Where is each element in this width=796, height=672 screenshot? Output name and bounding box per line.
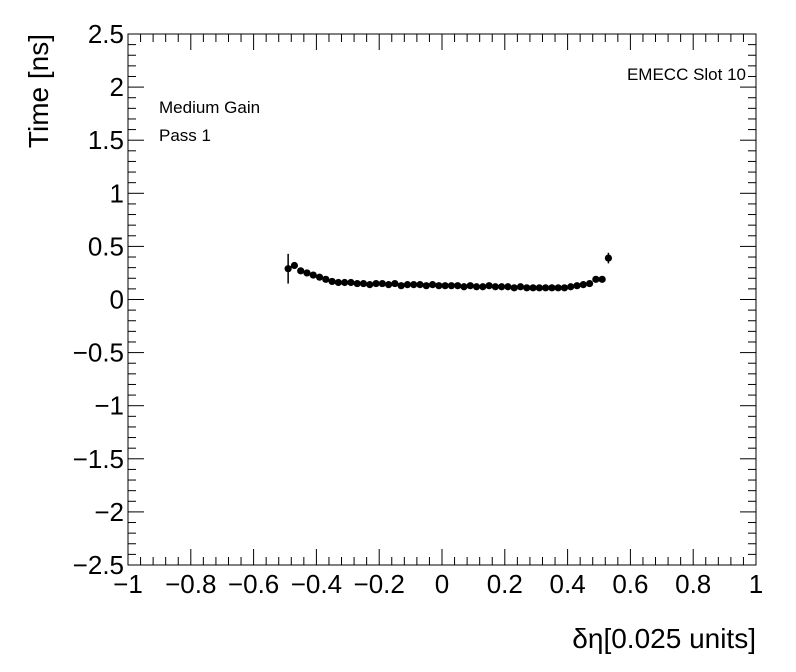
x-axis-title: δη[0.025 units] <box>572 623 756 654</box>
data-point <box>315 273 324 281</box>
data-point <box>366 281 374 289</box>
data-point <box>353 279 361 288</box>
x-tick-label: −0.8 <box>165 569 216 599</box>
data-point <box>573 282 581 290</box>
data-point <box>403 281 412 289</box>
data-point <box>309 271 317 279</box>
y-tick-label: −2 <box>94 497 124 527</box>
data-point <box>297 267 305 275</box>
y-tick-label: 2 <box>110 72 124 102</box>
data-point <box>585 279 594 288</box>
data-point <box>491 283 499 291</box>
pass-annotation: Pass 1 <box>159 126 211 145</box>
data-point <box>567 283 575 291</box>
x-tick-label: −0.6 <box>228 569 279 599</box>
data-point <box>372 279 380 288</box>
data-point <box>460 283 468 291</box>
data-point <box>579 281 587 289</box>
x-tick-labels: −1 −0.8 −0.6 −0.4 −0.2 0 0.2 0.4 0.6 0.8 1 <box>113 569 763 599</box>
y-tick-label: −2.5 <box>73 550 124 580</box>
data-point <box>472 283 481 291</box>
data-point <box>592 275 600 283</box>
data-point <box>385 281 393 289</box>
data-point <box>284 265 292 273</box>
x-tick-label: 0.4 <box>550 569 586 599</box>
data-point <box>391 279 399 288</box>
x-tick-label: −0.2 <box>354 569 405 599</box>
y-tick-label: 0.5 <box>88 231 124 261</box>
data-point <box>498 283 506 291</box>
data-point <box>441 282 449 290</box>
data-point <box>516 283 525 291</box>
x-tick-label: −1 <box>113 569 143 599</box>
y-tick-label: 2.5 <box>88 19 124 49</box>
data-point <box>334 278 342 287</box>
data-point <box>290 261 299 270</box>
data-point <box>378 279 386 288</box>
x-tick-label: 0.2 <box>487 569 523 599</box>
data-point <box>485 282 493 290</box>
data-point <box>535 284 543 292</box>
data-point <box>454 282 462 290</box>
y-axis-title: Time [ns] <box>23 34 54 148</box>
data-point <box>416 281 424 289</box>
data-points <box>284 252 613 292</box>
y-tick-label: 0 <box>110 285 124 315</box>
data-point <box>542 284 550 292</box>
data-point <box>410 281 418 289</box>
data-point <box>303 269 311 277</box>
data-point <box>435 282 443 290</box>
x-tick-label: 0.6 <box>612 569 648 599</box>
slot-annotation: EMECC Slot 10 <box>627 65 746 84</box>
data-point <box>422 282 430 290</box>
y-tick-label: 1.5 <box>88 125 124 155</box>
data-point <box>504 283 512 291</box>
y-tick-label: −1.5 <box>73 444 124 474</box>
data-point <box>397 282 405 290</box>
gain-annotation: Medium Gain <box>159 98 260 117</box>
y-tick-label: 1 <box>110 178 124 208</box>
data-point <box>347 278 355 287</box>
axis-ticks <box>127 33 757 566</box>
data-point <box>466 282 474 290</box>
data-point <box>560 284 569 292</box>
data-point <box>548 284 556 292</box>
data-point <box>328 277 336 286</box>
x-tick-label: 0.8 <box>675 569 711 599</box>
data-point <box>554 284 562 292</box>
data-point <box>447 282 456 290</box>
y-tick-label: −0.5 <box>73 338 124 368</box>
data-point <box>529 284 537 292</box>
y-tick-label: −1 <box>94 391 124 421</box>
data-point <box>523 284 531 292</box>
x-tick-label: 0 <box>435 569 449 599</box>
data-point <box>510 284 518 292</box>
data-point <box>428 281 437 289</box>
data-point <box>598 275 606 283</box>
data-point <box>604 254 613 262</box>
data-point <box>479 283 487 291</box>
x-tick-label: −0.4 <box>291 569 342 599</box>
data-point <box>322 275 330 283</box>
data-point <box>341 278 349 287</box>
y-tick-labels: −2.5 −2 −1.5 −1 −0.5 0 0.5 1 1.5 2 2.5 <box>73 19 124 580</box>
data-point <box>359 279 368 288</box>
x-tick-label: 1 <box>749 569 763 599</box>
